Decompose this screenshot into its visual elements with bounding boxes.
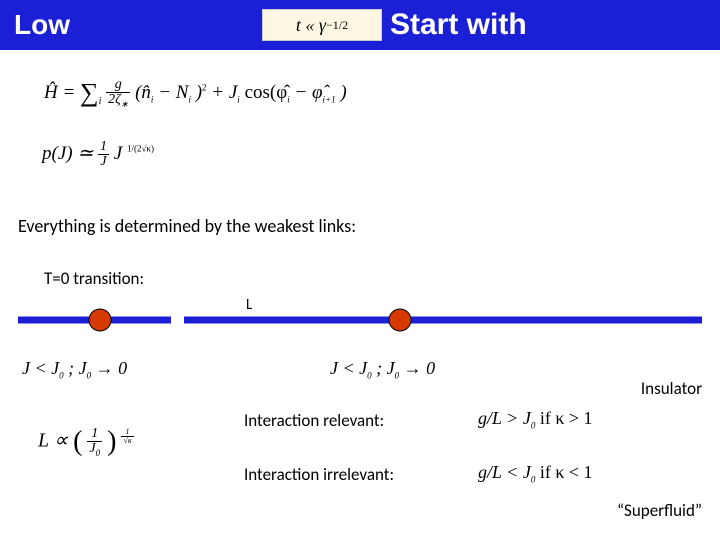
ham-b2: − N bbox=[158, 82, 188, 103]
frac-num: g bbox=[106, 78, 130, 93]
superfluid-label: “Superfluid” bbox=[617, 500, 702, 521]
timescale-formula-box: t « γ −1/2 bbox=[262, 9, 382, 41]
dist-base: J bbox=[114, 143, 122, 164]
header-right-text: Start with bbox=[390, 8, 527, 42]
distribution-equation: p(J) ≃ 1 J J 1/(2√κ) bbox=[42, 140, 154, 169]
frac-den: 2ζ∗ bbox=[106, 93, 130, 109]
hamiltonian-equation: Ĥ = ∑i g 2ζ∗ (n̂i − Ni )2 + Ji cos(φ̂i −… bbox=[44, 78, 347, 109]
criterion-kappa-lt-1: g/L < J0 if κ < 1 bbox=[478, 462, 593, 485]
dist-lhs: p(J) ≃ bbox=[42, 143, 98, 164]
ham-prefix: Ĥ = bbox=[44, 82, 80, 103]
ham-b1: (n̂ bbox=[135, 82, 151, 103]
interaction-irrelevant-label: Interaction irrelevant: bbox=[244, 464, 394, 485]
weakest-links-text: Everything is determined by the weakest … bbox=[18, 215, 356, 237]
condition-middle: J < J0 ; J0 → 0 bbox=[330, 358, 435, 381]
criterion-kappa-gt-1: g/L > J0 if κ > 1 bbox=[478, 408, 593, 431]
condition-left: J < J0 ; J0 → 0 bbox=[22, 358, 127, 381]
ham-b7: ) bbox=[340, 82, 346, 103]
sum-index: i bbox=[99, 96, 102, 107]
t0-transition-label: T=0 transition: bbox=[44, 268, 144, 289]
header-bar: Low Start with t « γ −1/2 bbox=[0, 0, 720, 50]
chain-diagram bbox=[18, 300, 702, 340]
dist-exp: 1/(2√κ) bbox=[127, 144, 154, 154]
node-dot-2 bbox=[389, 309, 411, 331]
sum-symbol: ∑ bbox=[80, 78, 99, 108]
frac-g-2zeta: g 2ζ∗ bbox=[106, 78, 130, 109]
node-dot-1 bbox=[89, 309, 111, 331]
header-left-text: Low bbox=[0, 9, 70, 41]
formula-body: t « bbox=[296, 15, 315, 36]
formula-exponent: −1/2 bbox=[326, 18, 348, 33]
L-scaling-formula: L ∝ ( 1 J0 ) 1 √κ bbox=[38, 426, 134, 458]
ham-b4: + J bbox=[211, 82, 237, 103]
formula-gamma: γ bbox=[319, 15, 326, 36]
insulator-label: Insulator bbox=[641, 378, 702, 399]
L-exp: 1 √κ bbox=[121, 431, 133, 441]
interaction-relevant-label: Interaction relevant: bbox=[244, 410, 384, 431]
ham-b5: cos(φ̂ bbox=[245, 82, 288, 103]
dist-frac: 1 J bbox=[98, 140, 109, 169]
ham-b6: − φ̂ bbox=[294, 82, 322, 103]
